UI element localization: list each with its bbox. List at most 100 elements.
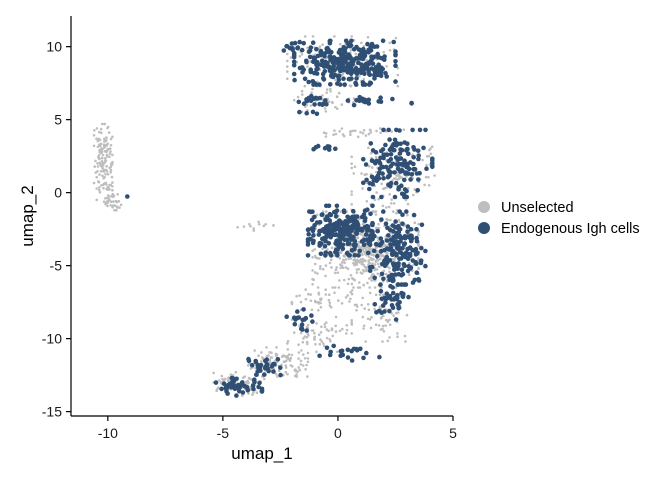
unselected-point (368, 277, 371, 280)
unselected-point (345, 324, 349, 327)
unselected-point (339, 250, 343, 254)
endogenous-igh-point (406, 294, 411, 300)
endogenous-igh-point (378, 241, 384, 246)
endogenous-igh-point (400, 168, 405, 174)
unselected-point (229, 373, 233, 376)
unselected-point (357, 240, 360, 244)
unselected-point (360, 172, 363, 175)
unselected-point (111, 135, 114, 139)
endogenous-igh-point (383, 142, 388, 148)
endogenous-igh-point (333, 214, 339, 219)
unselected-point (306, 46, 309, 50)
endogenous-igh-point (416, 153, 422, 158)
endogenous-igh-point (400, 271, 406, 277)
endogenous-igh-point (304, 58, 309, 64)
endogenous-igh-point (313, 95, 319, 101)
endogenous-igh-point (327, 38, 333, 44)
unselected-point (346, 267, 350, 271)
unselected-point (388, 323, 392, 327)
unselected-point (417, 244, 420, 248)
unselected-point (105, 165, 108, 168)
unselected-point (309, 293, 313, 296)
endogenous-igh-point (345, 52, 350, 58)
unselected-point (303, 35, 307, 38)
endogenous-igh-point (351, 208, 356, 214)
endogenous-igh-point (328, 222, 333, 227)
unselected-point (365, 59, 368, 62)
endogenous-igh-point (418, 260, 424, 266)
unselected-point (379, 317, 383, 320)
endogenous-igh-point (360, 56, 366, 62)
endogenous-igh-point (240, 390, 246, 395)
unselected-point (375, 249, 379, 253)
endogenous-igh-point (393, 225, 399, 230)
unselected-point (98, 144, 102, 148)
unselected-point (277, 369, 281, 372)
unselected-point (111, 195, 115, 199)
unselected-point (311, 269, 314, 272)
unselected-point (370, 315, 373, 319)
unselected-point (313, 271, 317, 274)
unselected-point (324, 110, 328, 113)
endogenous-igh-point (394, 239, 400, 244)
unselected-point (360, 41, 363, 45)
endogenous-igh-point (301, 101, 307, 106)
unselected-point (108, 152, 112, 156)
unselected-point (397, 173, 401, 176)
unselected-point (404, 340, 407, 343)
endogenous-igh-point (403, 170, 409, 175)
unselected-point (355, 271, 359, 274)
endogenous-igh-point (396, 229, 402, 235)
unselected-point (386, 218, 390, 222)
endogenous-igh-point (408, 266, 413, 271)
unselected-point (270, 351, 273, 355)
unselected-point (109, 200, 113, 203)
unselected-point (309, 104, 313, 107)
unselected-point (304, 288, 308, 291)
endogenous-igh-point (370, 182, 376, 187)
unselected-point (349, 84, 353, 88)
unselected-point (369, 326, 373, 330)
unselected-point (339, 43, 342, 46)
endogenous-igh-point (375, 228, 381, 234)
endogenous-igh-point (322, 244, 328, 249)
endogenous-igh-point (234, 393, 239, 398)
unselected-point (269, 356, 273, 359)
endogenous-igh-point (326, 227, 331, 232)
endogenous-igh-point (333, 146, 338, 152)
endogenous-igh-point (278, 372, 283, 378)
unselected-point (319, 265, 322, 268)
unselected-point (95, 198, 98, 202)
legend-label-endogenous-igh: Endogenous Igh cells (501, 221, 640, 237)
endogenous-igh-point (291, 59, 297, 65)
endogenous-igh-point (356, 60, 361, 66)
endogenous-igh-point (338, 244, 344, 250)
endogenous-igh-point (389, 303, 395, 308)
unselected-point (313, 254, 317, 258)
endogenous-igh-point (379, 194, 384, 200)
endogenous-igh-point (359, 51, 365, 57)
endogenous-igh-point (384, 238, 390, 243)
endogenous-igh-point (396, 161, 402, 167)
endogenous-igh-point (391, 249, 396, 254)
unselected-point (386, 320, 390, 324)
endogenous-igh-point (319, 212, 325, 218)
endogenous-igh-point (317, 240, 323, 246)
endogenous-igh-point (342, 225, 348, 231)
endogenous-igh-point (366, 67, 371, 73)
unselected-point (382, 50, 386, 54)
endogenous-igh-point (367, 265, 373, 270)
unselected-point (106, 200, 110, 203)
endogenous-igh-point (346, 241, 352, 246)
endogenous-igh-point (402, 241, 408, 246)
unselected-point (286, 52, 289, 56)
endogenous-igh-point (389, 144, 395, 149)
unselected-point (386, 339, 390, 343)
endogenous-igh-point (327, 250, 333, 256)
unselected-point (364, 134, 368, 137)
endogenous-igh-point (403, 282, 409, 287)
unselected-point (335, 350, 339, 354)
unselected-point (361, 268, 365, 272)
unselected-point (297, 357, 300, 360)
